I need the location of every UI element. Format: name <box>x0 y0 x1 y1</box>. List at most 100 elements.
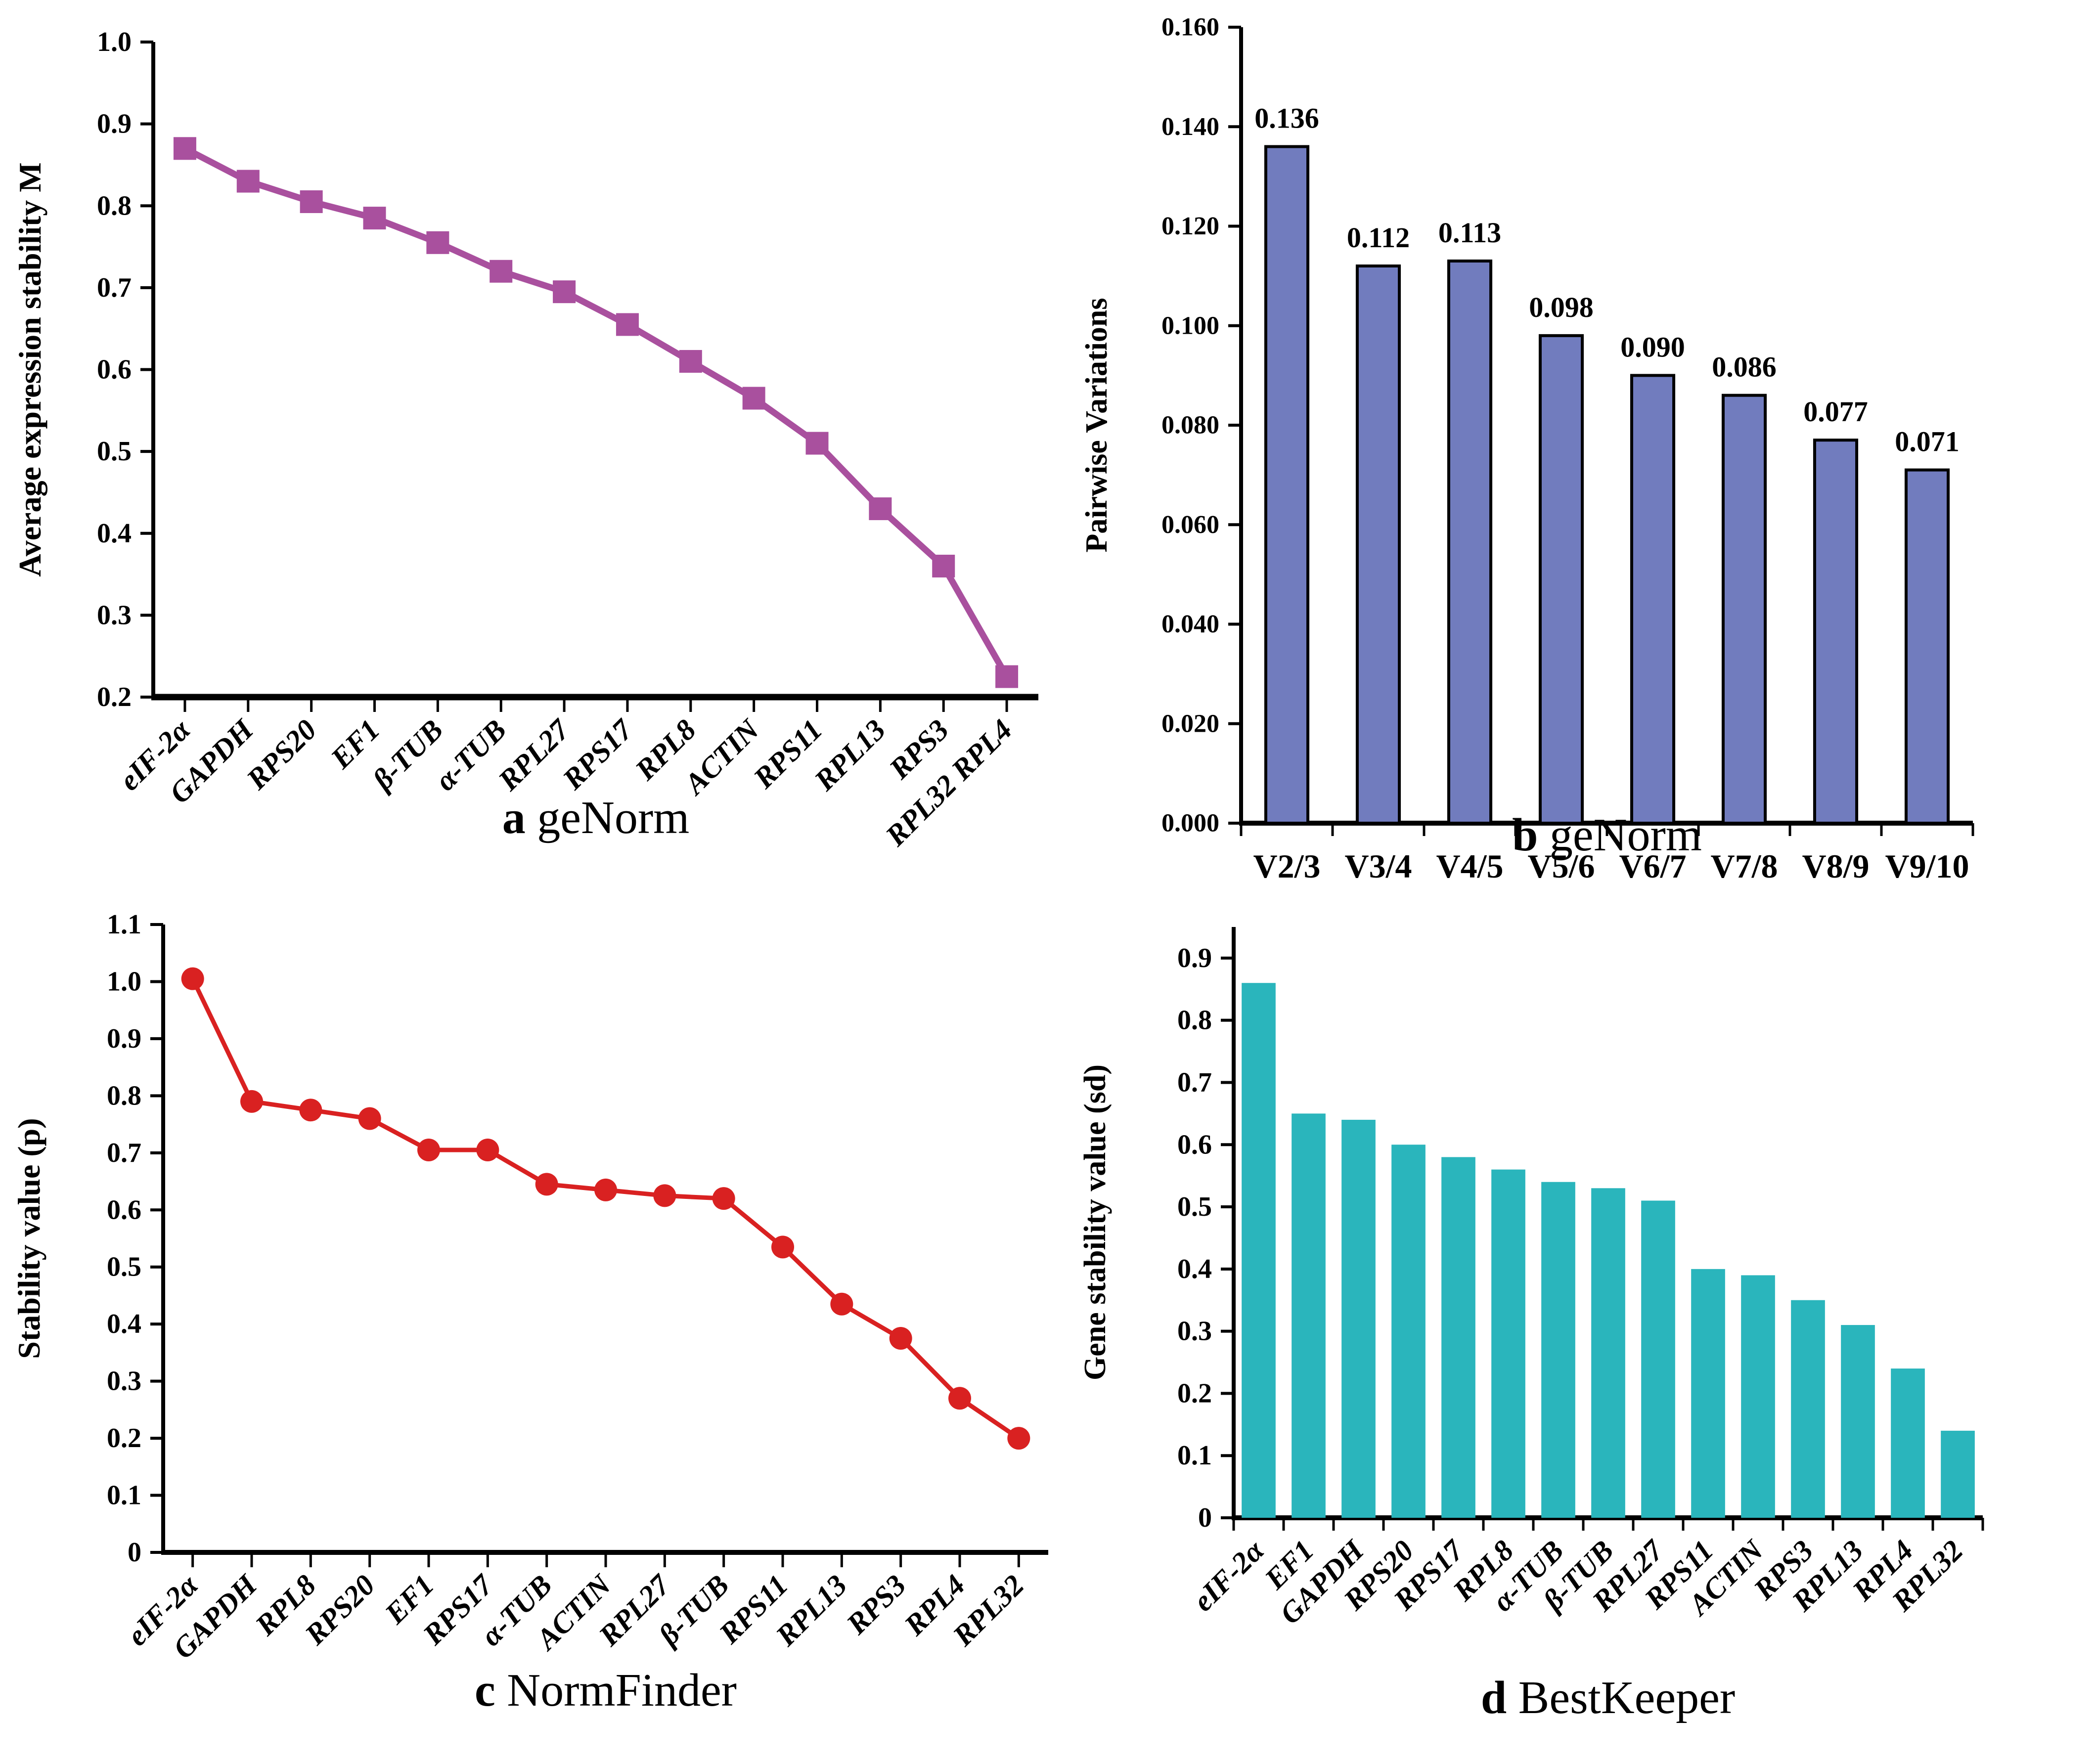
bar-series <box>1242 983 1975 1518</box>
bar-value-label: 0.112 <box>1347 221 1410 254</box>
y-tick-label: 0.5 <box>97 436 132 467</box>
panel-d-bestkeeper: 0 0.1 0.2 0.3 0.4 0.5 0.6 0.7 0.8 0.9 Gene stabili… <box>1063 880 2096 1764</box>
series-line <box>183 145 1010 678</box>
bar <box>1791 1300 1825 1518</box>
bar <box>1341 1119 1376 1518</box>
bar <box>1538 334 1584 825</box>
x-tick-label: V5/6 <box>1528 847 1595 885</box>
y-tick-label: 0.2 <box>1177 1378 1212 1409</box>
data-point-circle <box>653 1184 676 1207</box>
bar <box>1242 983 1276 1518</box>
x-axis-labels: eIF-2αGAPDHRPL8RPS20EF1RPS17α-TUBACTINRP… <box>121 1568 1030 1665</box>
bar <box>1292 1113 1326 1518</box>
y-tick-label: 0.140 <box>1161 113 1219 141</box>
y-tick-label: 0.5 <box>107 1252 141 1282</box>
x-tick-label: eIF-2α <box>1187 1534 1271 1618</box>
x-tick-label: β-TUB <box>366 713 449 797</box>
data-point-circle <box>476 1139 499 1162</box>
y-tick-label: 0 <box>128 1537 141 1568</box>
y-tick-label: 0.7 <box>107 1138 141 1168</box>
caption-a-letter: a <box>502 792 526 843</box>
data-point-square <box>300 190 323 213</box>
y-axis-title: Average expression stability M <box>12 162 47 576</box>
y-axis-title: Gene stability value (sd) <box>1078 1064 1112 1380</box>
data-point-square <box>426 231 449 254</box>
bar <box>1841 1325 1875 1518</box>
data-point-circle <box>417 1139 440 1162</box>
data-point-square <box>679 350 702 373</box>
y-tick-label: 0.9 <box>107 1023 141 1054</box>
x-tick-label: RPS3 <box>840 1569 912 1641</box>
x-axis-ticks <box>191 1552 1020 1567</box>
data-point-square <box>490 260 513 283</box>
caption-d-text: BestKeeper <box>1518 1672 1736 1723</box>
data-point-circle <box>299 1099 322 1122</box>
bar <box>1541 1182 1575 1518</box>
y-tick-label: 0.080 <box>1161 411 1219 440</box>
x-tick-label: V4/5 <box>1436 847 1504 885</box>
y-tick-label: 0.8 <box>107 1080 141 1111</box>
bar <box>1491 1169 1525 1518</box>
bar <box>1891 1368 1925 1518</box>
data-point-square <box>805 432 829 455</box>
bar-value-label: 0.098 <box>1529 291 1594 323</box>
caption-a-text: geNorm <box>537 792 690 843</box>
bar <box>1741 1275 1775 1518</box>
y-axis-ticks: 0.2 0.3 0.4 0.5 0.6 0.7 0.8 0.9 1.0 <box>97 27 153 712</box>
bar-value-label: 0.071 <box>1895 426 1960 458</box>
y-tick-label: 0.9 <box>1177 943 1212 973</box>
y-axis-ticks: 0.000 0.020 0.040 0.060 0.080 0.100 0.120 0.140… <box>1161 13 1241 838</box>
series-line <box>190 977 1020 1440</box>
y-tick-label: 1.0 <box>107 966 141 997</box>
bar-value-label: 0.077 <box>1803 396 1868 428</box>
data-point-square <box>742 387 765 410</box>
caption-b-text: geNorm <box>1549 809 1702 861</box>
data-point-square <box>616 313 639 336</box>
x-tick-label: V9/10 <box>1885 847 1969 885</box>
x-tick-label: RPS20 <box>240 713 323 796</box>
panel-a-genorm-m: 0.2 0.3 0.4 0.5 0.6 0.7 0.8 0.9 1.0 Average expre… <box>0 0 1063 890</box>
x-tick-label: V2/3 <box>1253 847 1321 885</box>
x-axis-labels: eIF-2αEF1GAPDHRPS20RPS17RPL8α-TUBβ-TUBRP… <box>1187 1533 1969 1631</box>
bar <box>1447 259 1493 825</box>
axes <box>151 42 1038 701</box>
y-axis-ticks: 0 0.1 0.2 0.3 0.4 0.5 0.6 0.7 0.8 0.9 <box>1177 943 1234 1533</box>
data-point-circle <box>1007 1427 1030 1450</box>
y-tick-label: 1.1 <box>107 909 141 940</box>
data-point-square <box>173 137 196 160</box>
bar <box>1630 374 1676 825</box>
bar <box>1941 1430 1975 1518</box>
y-axis-ticks: 0 0.1 0.2 0.3 0.4 0.5 0.6 0.7 0.8 0.9 1.0 1.1 <box>107 909 163 1568</box>
y-tick-label: 0.7 <box>1177 1067 1212 1098</box>
y-tick-label: 0.2 <box>107 1423 141 1454</box>
bar-value-label: 0.090 <box>1620 331 1685 363</box>
panel-b-genorm-v: 0.000 0.020 0.040 0.060 0.080 0.100 0.120 0.140… <box>1063 0 2096 890</box>
x-tick-label: V3/4 <box>1345 847 1412 885</box>
bar <box>1591 1188 1625 1518</box>
caption-d-letter: d <box>1480 1672 1507 1723</box>
y-tick-label: 0.040 <box>1161 610 1219 638</box>
caption-c: c NormFinder <box>475 1664 737 1717</box>
y-tick-label: 0.060 <box>1161 511 1219 539</box>
x-axis-ticks <box>1240 823 1974 836</box>
y-tick-label: 0.020 <box>1161 709 1219 738</box>
data-point-square <box>236 170 260 193</box>
bar-value-label: 0.136 <box>1254 102 1319 134</box>
data-point-square <box>553 280 576 304</box>
data-point-circle <box>240 1090 263 1113</box>
y-tick-label: 0.8 <box>97 190 132 221</box>
x-tick-label: RPL27 <box>491 712 576 797</box>
y-tick-label: 0.1 <box>107 1480 141 1511</box>
y-tick-label: 0.6 <box>97 354 132 385</box>
bar-series: 0.136 0.112 0.113 0.098 0.090 0.086 0.077 0.071 <box>1254 102 1960 825</box>
y-tick-label: 0.9 <box>97 109 132 139</box>
x-tick-label: V6/7 <box>1619 847 1687 885</box>
data-point-circle <box>535 1173 558 1196</box>
axes <box>161 925 1048 1555</box>
bar-value-label: 0.086 <box>1712 351 1777 383</box>
genorm-pairwise-variation-bar-chart: 0.000 0.020 0.040 0.060 0.080 0.100 0.120 0.140… <box>1080 13 1974 885</box>
y-tick-label: 0.6 <box>107 1194 141 1225</box>
bar <box>1641 1200 1675 1518</box>
y-tick-label: 1.0 <box>97 27 132 57</box>
